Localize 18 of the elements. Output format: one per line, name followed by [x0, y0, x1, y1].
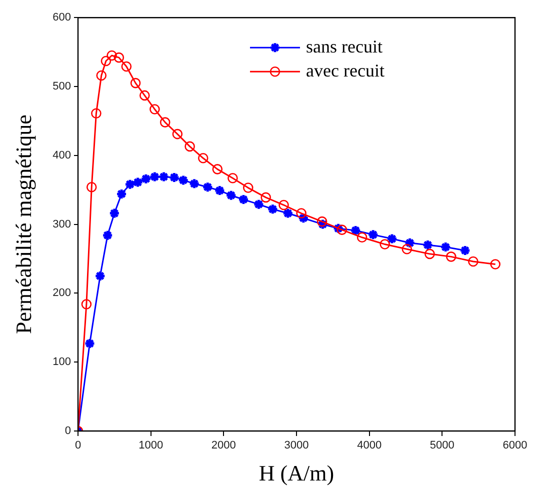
y-axis-title: Perméabilité magnétique [10, 114, 36, 334]
x-tick-label: 6000 [502, 440, 528, 452]
x-tick-label: 3000 [284, 440, 309, 452]
x-tick-label: 4000 [357, 440, 382, 452]
x-tick-label: 0 [74, 440, 82, 452]
y-tick-label: 100 [52, 356, 71, 368]
y-tick-label: 300 [52, 218, 71, 230]
x-tick-label: 1000 [138, 440, 164, 452]
y-tick-label: 0 [64, 425, 71, 438]
y-tick-label: 200 [52, 287, 71, 300]
y-tick-label: 600 [52, 12, 71, 24]
legend-label: sans recuit [306, 36, 382, 56]
y-tick-label: 400 [52, 149, 71, 162]
x-axis-title: H (A/m) [258, 460, 334, 486]
legend-label: avec recuit [306, 60, 384, 80]
y-tick-label: 500 [52, 80, 71, 93]
x-tick-label: 2000 [211, 440, 236, 452]
x-tick-label: 5000 [430, 440, 454, 452]
